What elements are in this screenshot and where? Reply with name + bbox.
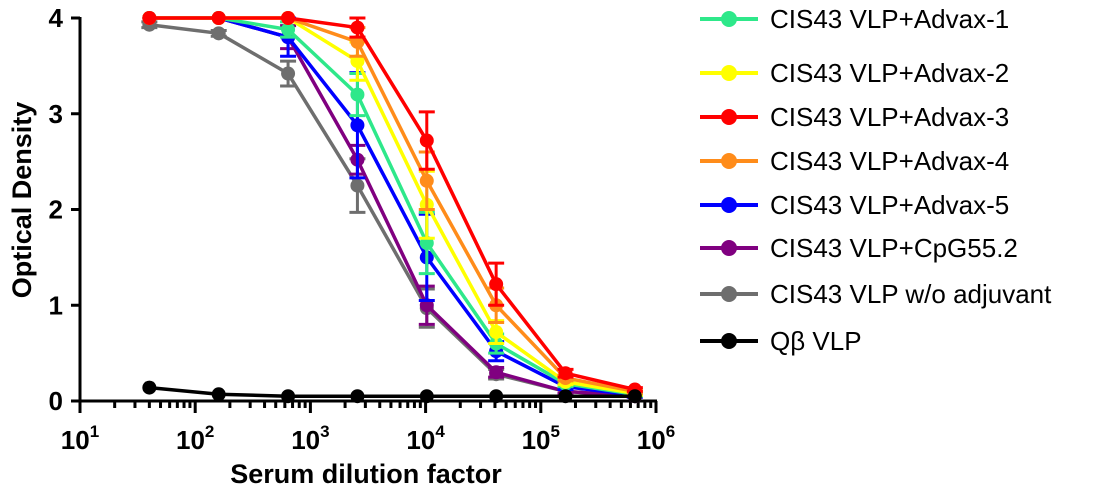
series-7 (142, 380, 642, 404)
legend-item: CIS43 VLP w/o adjuvant (700, 279, 1052, 309)
plot-area (141, 11, 643, 404)
series-line (149, 16, 635, 398)
data-point (211, 26, 226, 41)
series-line (149, 16, 636, 392)
legend-swatch-marker (721, 286, 737, 302)
axes-group: 0 1 2 3 4 101 102 103 104 105 106 (49, 3, 676, 455)
data-point (142, 380, 157, 395)
data-point (419, 389, 434, 404)
data-point (350, 20, 365, 35)
series-2 (142, 11, 643, 397)
legend-swatch-marker (721, 109, 737, 125)
y-tick-label: 1 (49, 290, 63, 320)
data-point (419, 173, 434, 188)
data-point (419, 133, 434, 148)
data-point (281, 389, 296, 404)
legend-item: CIS43 VLP+Advax-3 (700, 102, 1009, 132)
legend-item: CIS43 VLP+CpG55.2 (700, 233, 1018, 263)
x-tick-label: 103 (291, 422, 329, 455)
series-0 (142, 11, 643, 402)
legend-label: CIS43 VLP+Advax-5 (770, 190, 1009, 220)
x-tick-label: 104 (406, 422, 445, 455)
data-point (211, 387, 226, 402)
legend-item: CIS43 VLP+Advax-1 (700, 4, 1009, 34)
series-line (149, 16, 636, 397)
y-axis-title: Optical Density (7, 102, 37, 299)
data-point (489, 389, 504, 404)
series-5 (142, 11, 643, 404)
y-tick-label: 3 (49, 99, 63, 129)
data-point (281, 66, 296, 81)
x-tick-label: 105 (522, 422, 560, 455)
data-point (627, 389, 642, 404)
y-tick-label: 0 (49, 386, 63, 416)
data-point (281, 11, 296, 25)
legend-label: CIS43 VLP+Advax-3 (770, 102, 1009, 132)
data-point (558, 366, 573, 381)
legend-label: CIS43 VLP w/o adjuvant (770, 279, 1052, 309)
data-point (281, 22, 296, 37)
legend-label: Qβ VLP (770, 326, 862, 356)
legend-label: CIS43 VLP+CpG55.2 (770, 233, 1018, 263)
data-point (558, 389, 573, 404)
series-line (149, 16, 636, 396)
series-line (149, 385, 635, 398)
x-tick-label: 101 (61, 422, 99, 455)
series-line (149, 16, 636, 394)
series-line (149, 22, 635, 398)
x-axis-title: Serum dilution factor (230, 459, 502, 489)
series-6 (141, 17, 643, 404)
legend-swatch-marker (721, 197, 737, 213)
data-point (350, 118, 365, 133)
series-4 (142, 11, 643, 403)
data-point (489, 325, 504, 340)
data-point (211, 11, 226, 25)
series-1 (142, 11, 643, 401)
legend-swatch-marker (721, 333, 737, 349)
series-line (149, 16, 636, 397)
legend-item: CIS43 VLP+Advax-4 (700, 146, 1009, 176)
legend-item: Qβ VLP (700, 326, 862, 356)
data-point (350, 389, 365, 404)
legend-swatch-marker (721, 240, 737, 256)
data-point (142, 11, 157, 25)
y-tick-label: 4 (49, 3, 64, 33)
data-point (350, 87, 365, 102)
data-point (489, 365, 504, 380)
data-point (350, 178, 365, 193)
data-point (489, 277, 504, 292)
x-tick-label: 106 (637, 422, 675, 455)
legend-item: CIS43 VLP+Advax-2 (700, 58, 1009, 88)
legend-label: CIS43 VLP+Advax-2 (770, 58, 1009, 88)
x-tick-label: 102 (176, 422, 214, 455)
legend: CIS43 VLP+Advax-1 CIS43 VLP+Advax-2 CIS43 … (700, 4, 1052, 356)
legend-swatch-marker (721, 11, 737, 27)
series-3 (142, 11, 643, 399)
legend-swatch-marker (721, 153, 737, 169)
legend-swatch-marker (721, 65, 737, 81)
legend-item: CIS43 VLP+Advax-5 (700, 190, 1009, 220)
y-tick-label: 2 (49, 195, 63, 225)
legend-label: CIS43 VLP+Advax-4 (770, 146, 1009, 176)
legend-label: CIS43 VLP+Advax-1 (770, 4, 1009, 34)
